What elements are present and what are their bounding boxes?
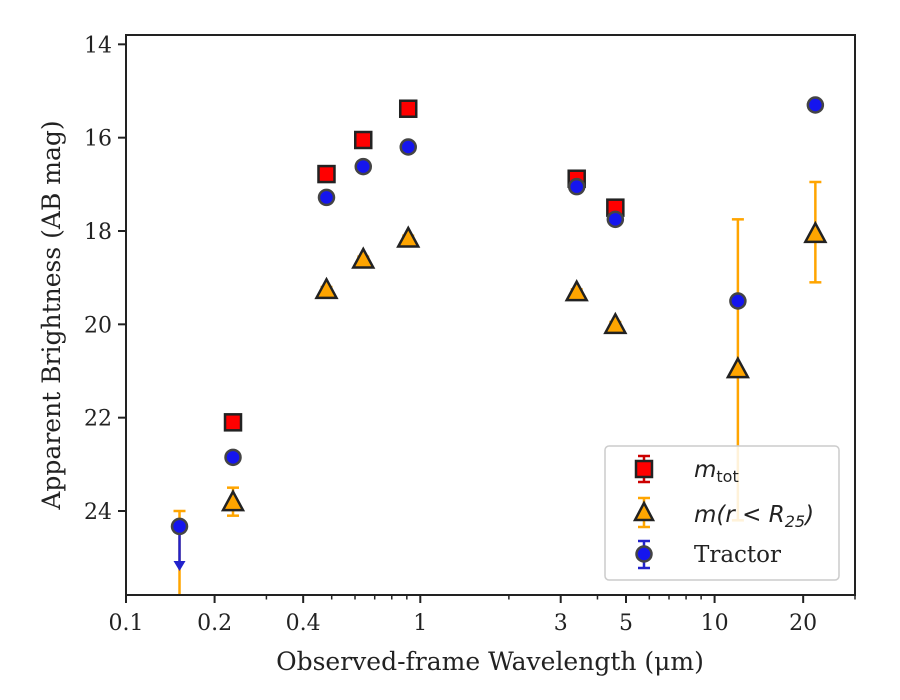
x-tick-label: 10 — [701, 611, 729, 636]
tractor-circle-point — [729, 292, 747, 310]
y-tick-label: 16 — [84, 127, 112, 152]
tractor-circle-point — [399, 138, 417, 156]
m25-triangle-point — [564, 279, 589, 302]
legend-mtot-main: m — [694, 457, 716, 483]
x-tick-label: 3 — [554, 611, 568, 636]
data-points — [170, 96, 828, 595]
y-tick-label: 22 — [84, 407, 112, 432]
legend-mtot-sub: tot — [716, 467, 738, 486]
y-tick-label: 24 — [84, 500, 112, 525]
x-axis-label: Observed-frame Wavelength (μm) — [276, 647, 704, 676]
tractor-circle-point — [606, 210, 625, 229]
x-tick-label: 0.4 — [286, 611, 321, 636]
plot-frame — [125, 34, 856, 596]
legend-tractor-label: Tractor — [694, 542, 781, 568]
legend-circle-marker — [635, 545, 653, 563]
legend: mtot m(r < R25) Tractor — [604, 445, 840, 581]
legend-entry-m25: m(r < R25) — [632, 496, 814, 531]
mtot-square-point — [354, 130, 373, 150]
legend-entry-mtot: mtot — [634, 454, 739, 486]
m25-triangle-point — [725, 356, 750, 379]
y-tick-label: 20 — [84, 313, 112, 338]
m25-triangle-point — [314, 276, 339, 300]
legend-square-marker — [634, 459, 654, 479]
legend-m25-main: m(r < R — [694, 502, 785, 528]
m25-triangle-point — [803, 220, 828, 244]
tractor-circle-point — [354, 157, 373, 176]
legend-m25-close: ) — [803, 502, 814, 528]
x-tick-label: 1 — [413, 611, 427, 636]
y-tick-label: 18 — [84, 220, 112, 245]
x-tick-label: 0.1 — [109, 611, 144, 636]
m25-triangle-point — [396, 225, 421, 248]
mtot-square-point — [398, 99, 418, 118]
x-tick-label: 20 — [789, 611, 817, 636]
legend-m25-sub: 25 — [785, 512, 805, 531]
svg-text:m(r < R25): m(r < R25) — [694, 502, 814, 531]
svg-text:mtot: mtot — [694, 457, 739, 486]
y-tick-label: 14 — [84, 33, 112, 58]
m25-triangle-point — [603, 311, 628, 335]
x-tick-label: 0.2 — [197, 611, 232, 636]
tractor-circle-point — [224, 448, 242, 467]
tractor-circle-point — [806, 96, 825, 114]
tractor-circle-point — [317, 188, 336, 207]
legend-entry-tractor: Tractor — [635, 539, 781, 570]
tractor-limit-arrow — [173, 561, 186, 571]
legend-triangle-marker — [632, 500, 656, 522]
m25-triangle-point — [220, 489, 246, 512]
axes: 0.1 0.2 0.4 1 3 5 10 20 14 16 18 20 22 24 — [84, 33, 856, 636]
tractor-circle-point — [567, 177, 586, 196]
m25-triangle-point — [351, 246, 376, 269]
mtot-square-point — [317, 164, 336, 184]
tractor-circle-point — [170, 517, 189, 536]
mtot-square-point — [223, 413, 243, 432]
x-tick-label: 5 — [619, 611, 633, 636]
legend-box — [604, 445, 840, 581]
y-axis-label: Apparent Brightness (AB mag) — [37, 120, 66, 510]
